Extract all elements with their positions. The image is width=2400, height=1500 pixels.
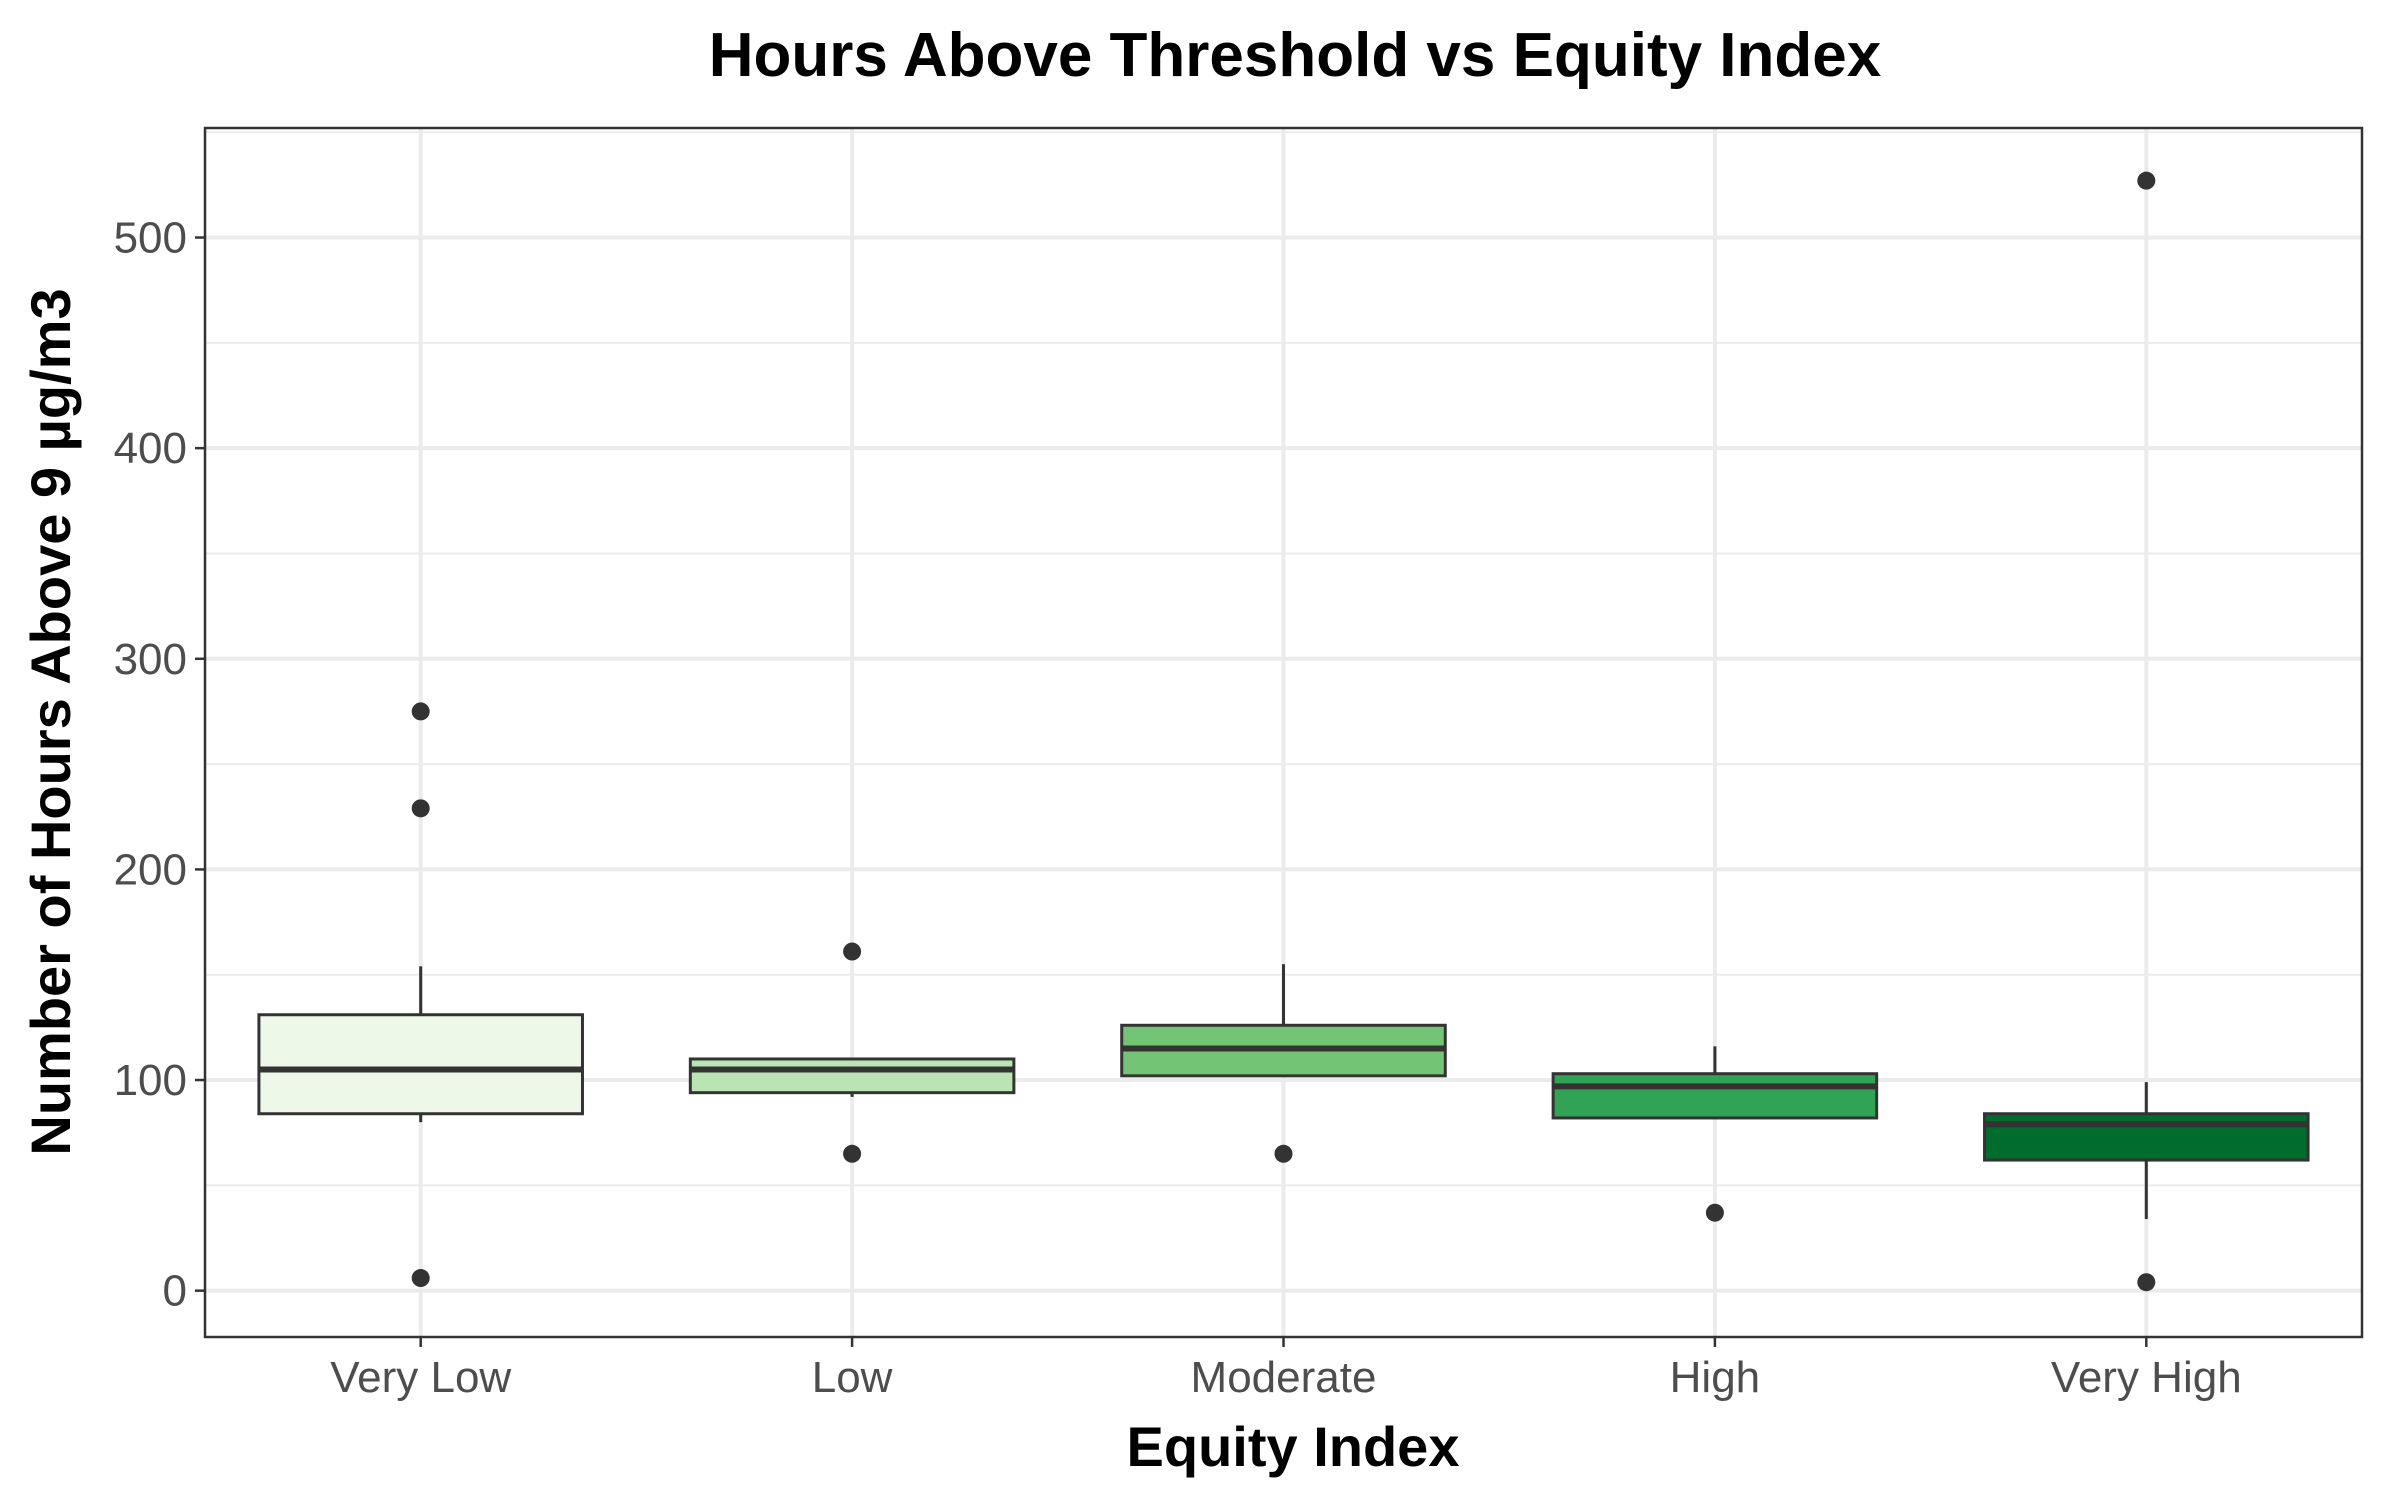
y-tick-label: 300 xyxy=(114,635,187,684)
box-moderate xyxy=(1120,964,1447,1163)
outlier-point xyxy=(411,799,430,818)
y-axis-title: Number of Hours Above 9 µg/m3 xyxy=(19,288,82,1155)
box-iqr xyxy=(688,1057,1016,1095)
x-tick-label: Low xyxy=(812,1353,893,1402)
outlier-point xyxy=(843,942,862,961)
tick-labels: 0 100 200 300 400 500 Very Low Low Moderate High V… xyxy=(114,214,2242,1402)
box-low xyxy=(688,942,1016,1163)
y-tick-label: 400 xyxy=(114,424,187,473)
box-very-high xyxy=(1983,171,2310,1292)
outlier-point xyxy=(1274,1144,1293,1163)
box-iqr xyxy=(1551,1072,1879,1120)
box-iqr xyxy=(257,1013,584,1116)
box-series xyxy=(257,171,2310,1292)
y-tick-label: 0 xyxy=(163,1267,187,1316)
axis-ticks xyxy=(195,236,2148,1347)
x-tick-label: Very Low xyxy=(330,1353,511,1402)
outlier-point xyxy=(2137,1273,2156,1292)
outlier-point xyxy=(2137,171,2156,190)
x-tick-label: High xyxy=(1670,1353,1761,1402)
major-gridlines xyxy=(205,128,2362,1337)
y-tick-label: 100 xyxy=(114,1056,187,1105)
y-tick-label: 200 xyxy=(114,845,187,894)
y-tick-label: 500 xyxy=(114,214,187,263)
x-axis-title: Equity Index xyxy=(1127,1415,1460,1478)
box-high xyxy=(1551,1046,1879,1222)
outlier-point xyxy=(411,1269,430,1288)
outlier-point xyxy=(411,702,430,721)
outlier-point xyxy=(843,1144,862,1163)
box-iqr xyxy=(1983,1112,2310,1162)
x-tick-label: Very High xyxy=(2051,1353,2242,1402)
chart-title: Hours Above Threshold vs Equity Index xyxy=(709,21,1882,90)
outlier-point xyxy=(1705,1203,1724,1222)
box-very-low xyxy=(257,702,584,1288)
x-tick-label: Moderate xyxy=(1191,1353,1377,1402)
